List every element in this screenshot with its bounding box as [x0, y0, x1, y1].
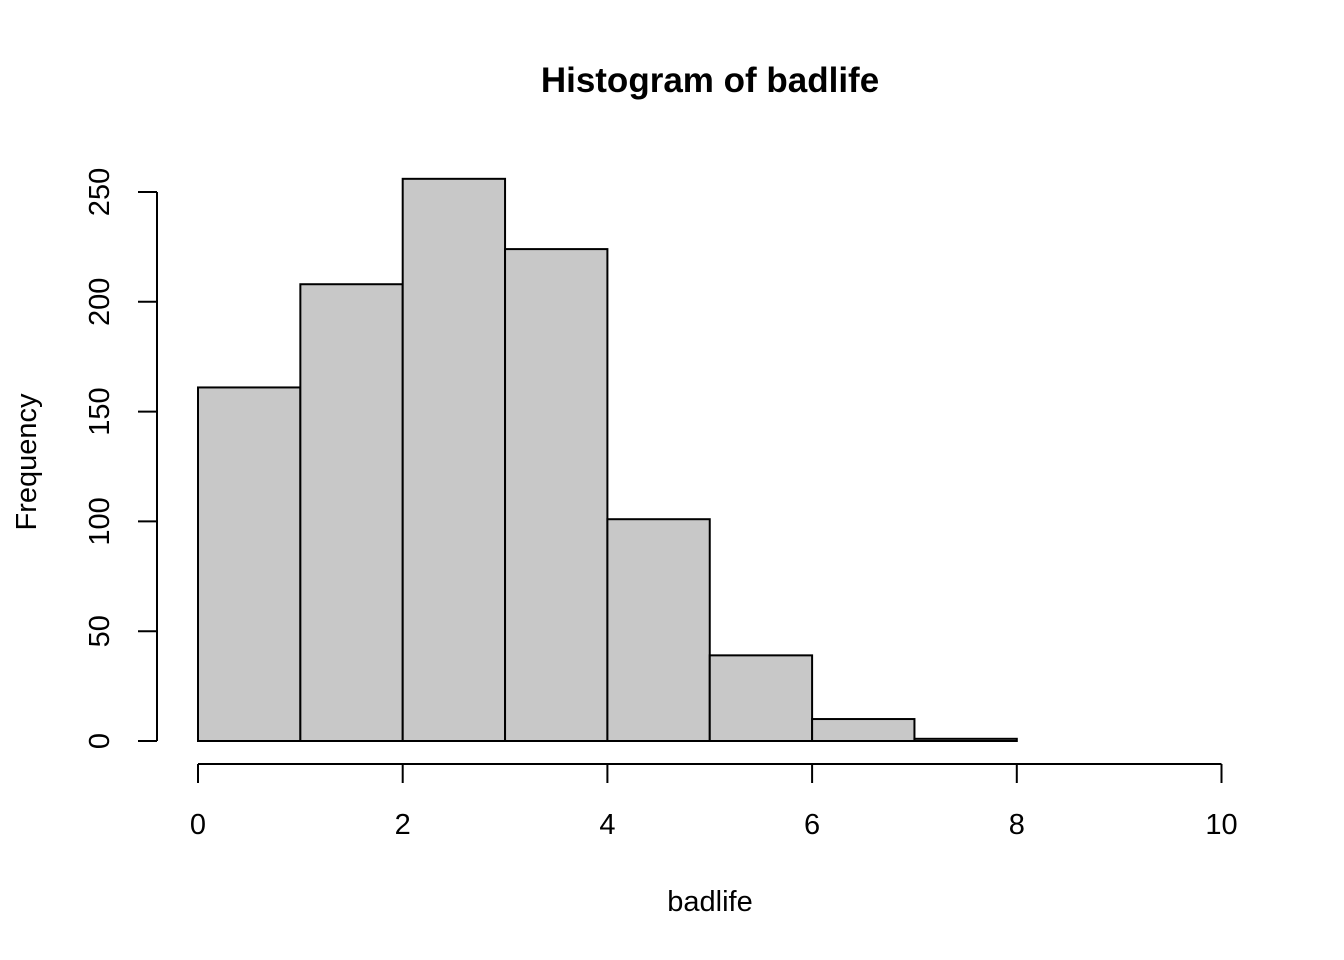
histogram-bar-6 [811, 718, 916, 742]
x-tick-label-0: 0 [190, 809, 206, 841]
histogram-bar-0 [197, 386, 302, 742]
histogram-bar-1 [299, 283, 404, 742]
x-tick-label-1: 2 [395, 809, 411, 841]
histogram-bar-3 [504, 248, 609, 742]
x-tick-label-4: 8 [1009, 809, 1025, 841]
x-tick-label-2: 4 [599, 809, 615, 841]
x-axis: 0 2 4 6 8 10 [190, 763, 1238, 841]
y-axis: 0 50 100 150 200 250 [84, 168, 158, 749]
x-axis-label: badlife [667, 886, 752, 918]
y-tick-label-2: 100 [84, 497, 116, 545]
histogram-bar-7 [913, 737, 1018, 743]
histogram-bar-5 [708, 654, 814, 743]
x-tick-label-3: 6 [804, 809, 820, 841]
y-tick-label-0: 0 [84, 733, 116, 749]
y-axis-label: Frequency [11, 393, 43, 531]
y-tick-label-5: 250 [84, 168, 116, 216]
y-tick-label-4: 200 [84, 278, 116, 326]
bars-group [197, 177, 1018, 743]
histogram-bar-2 [401, 177, 507, 743]
histogram-bar-4 [606, 518, 711, 742]
x-tick-label-5: 10 [1205, 809, 1237, 841]
y-tick-label-1: 50 [84, 615, 116, 647]
y-tick-label-3: 150 [84, 387, 116, 435]
chart-title: Histogram of badlife [541, 61, 879, 100]
